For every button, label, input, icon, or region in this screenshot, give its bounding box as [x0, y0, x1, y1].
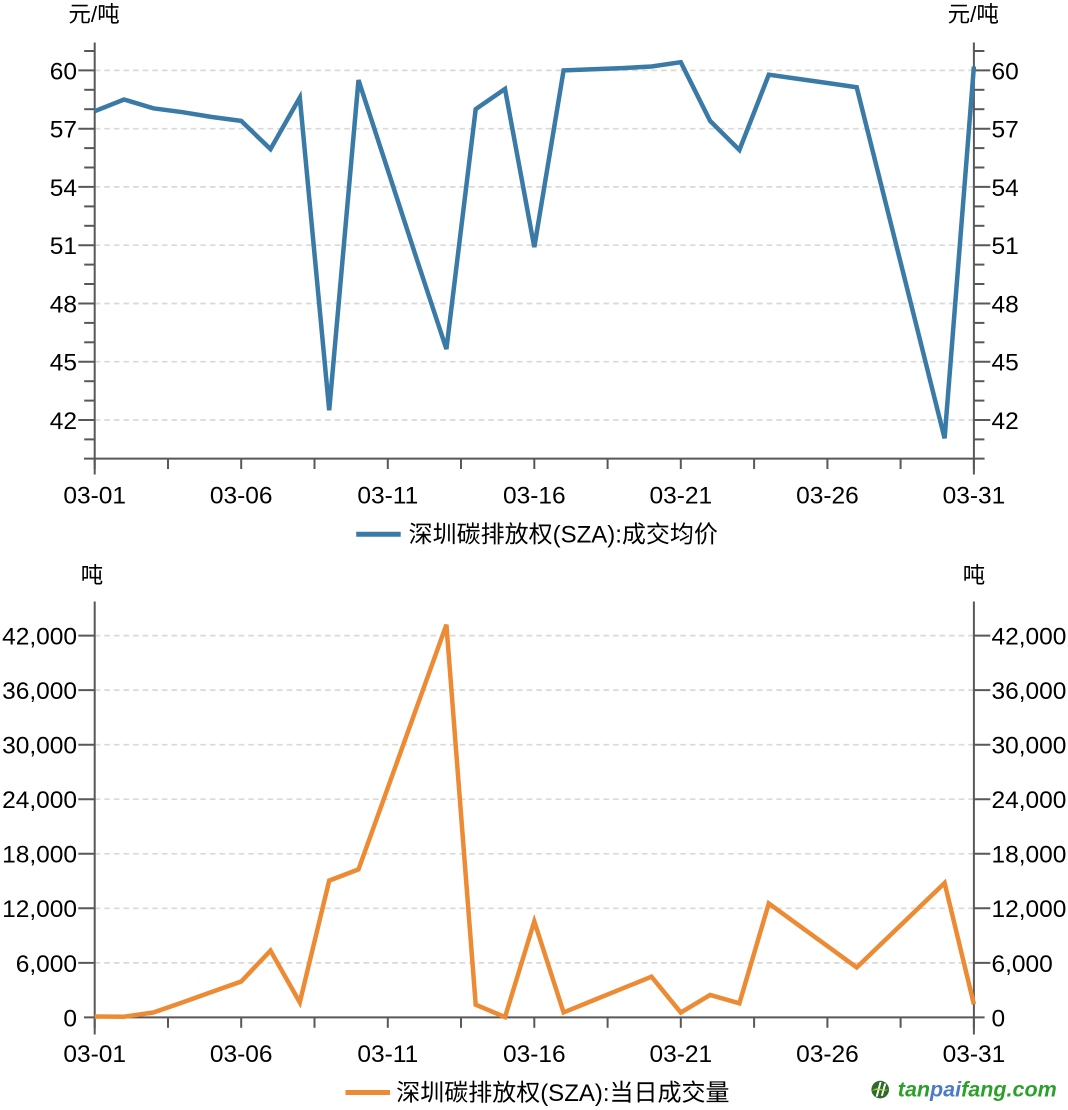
- svg-text:24,000: 24,000: [2, 787, 77, 814]
- svg-text:03-11: 03-11: [357, 483, 418, 510]
- svg-text:42,000: 42,000: [992, 624, 1067, 651]
- svg-text:03-26: 03-26: [796, 1041, 859, 1068]
- svg-text:30,000: 30,000: [992, 733, 1067, 760]
- svg-text:54: 54: [992, 175, 1019, 202]
- svg-text:45: 45: [50, 350, 77, 377]
- svg-text:42: 42: [50, 408, 77, 435]
- svg-text:tanpaifang.com: tanpaifang.com: [898, 1078, 1057, 1102]
- svg-text:12,000: 12,000: [992, 896, 1067, 923]
- svg-text:03-21: 03-21: [649, 1041, 712, 1068]
- svg-text:42,000: 42,000: [2, 624, 77, 651]
- svg-text:0: 0: [992, 1005, 1006, 1032]
- svg-text:18,000: 18,000: [2, 842, 77, 869]
- svg-text:(SZA):: (SZA):: [540, 1080, 609, 1107]
- svg-text:54: 54: [50, 175, 77, 202]
- svg-text:42: 42: [992, 408, 1019, 435]
- svg-text:03-01: 03-01: [63, 1041, 126, 1068]
- svg-text:51: 51: [992, 233, 1019, 260]
- svg-text:03-06: 03-06: [210, 1041, 273, 1068]
- svg-text:18,000: 18,000: [992, 842, 1067, 869]
- svg-text:03-31: 03-31: [943, 1041, 1006, 1068]
- svg-text:03-11: 03-11: [357, 1041, 418, 1068]
- svg-text:6,000: 6,000: [16, 951, 77, 978]
- svg-text:36,000: 36,000: [2, 678, 77, 705]
- svg-text:03-16: 03-16: [503, 483, 566, 510]
- svg-text:45: 45: [992, 350, 1019, 377]
- svg-text:/: /: [91, 2, 98, 27]
- svg-text:36,000: 36,000: [992, 678, 1067, 705]
- svg-text:03-21: 03-21: [649, 483, 712, 510]
- svg-text:03-26: 03-26: [796, 483, 859, 510]
- svg-text:60: 60: [992, 58, 1019, 85]
- svg-text:0: 0: [63, 1005, 77, 1032]
- svg-text:60: 60: [50, 58, 77, 85]
- svg-text:57: 57: [992, 117, 1019, 144]
- svg-text:/: /: [970, 2, 977, 27]
- svg-text:03-06: 03-06: [210, 483, 273, 510]
- svg-text:03-16: 03-16: [503, 1041, 566, 1068]
- svg-text:48: 48: [992, 291, 1019, 318]
- svg-text:03-01: 03-01: [63, 483, 126, 510]
- svg-text:6,000: 6,000: [992, 951, 1053, 978]
- svg-text:30,000: 30,000: [2, 733, 77, 760]
- svg-text:48: 48: [50, 291, 77, 318]
- svg-text:57: 57: [50, 117, 77, 144]
- svg-text:(SZA):: (SZA):: [553, 522, 622, 549]
- svg-text:51: 51: [50, 233, 77, 260]
- svg-text:03-31: 03-31: [943, 483, 1006, 510]
- svg-text:24,000: 24,000: [992, 787, 1067, 814]
- svg-text:12,000: 12,000: [2, 896, 77, 923]
